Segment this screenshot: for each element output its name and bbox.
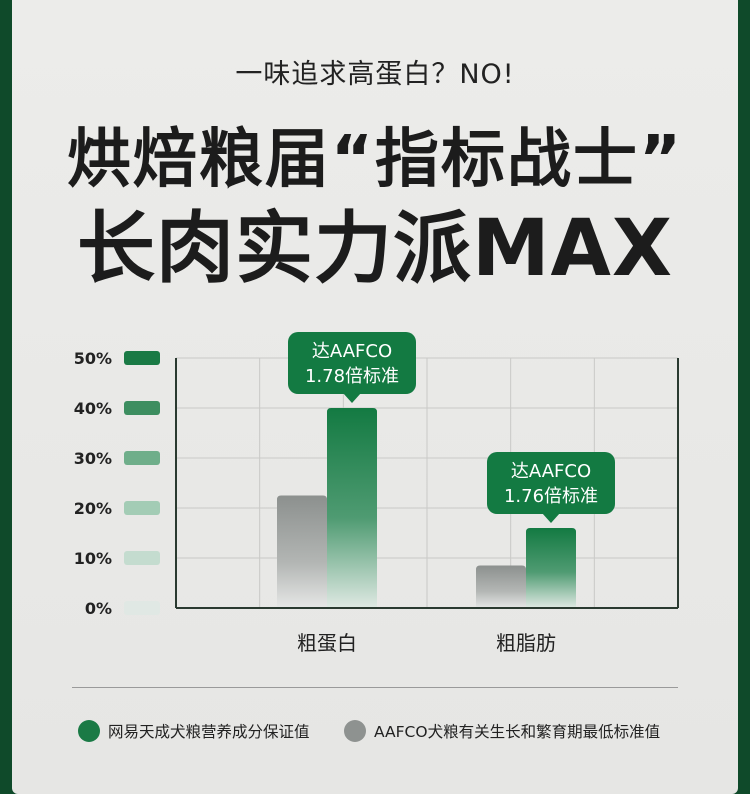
y-tick-swatch [124, 551, 160, 565]
callout-line-2: 1.76倍标准 [504, 486, 598, 507]
callout-pointer [343, 393, 361, 403]
bar-chart: 0%10%20%30%40%50% 粗蛋白 粗脂肪 达AAFCO1.78倍标准达A… [74, 332, 679, 655]
x-category-label: 粗脂肪 [496, 631, 556, 655]
legend-dot-icon [78, 720, 100, 742]
bar-tiancheng [327, 408, 377, 608]
legend-item-aafco: AAFCO犬粮有关生长和繁育期最低标准值 [344, 720, 660, 742]
bar-aafco [277, 495, 327, 608]
callout-bubble [487, 452, 615, 514]
legend-item-tiancheng: 网易天成犬粮营养成分保证值 [78, 720, 310, 742]
bar-aafco [476, 565, 526, 608]
title-line-1: 烘焙粮届“指标战士” [66, 123, 684, 197]
bars [277, 408, 576, 608]
legend-label: 网易天成犬粮营养成分保证值 [108, 723, 310, 741]
legend-dot-icon [344, 720, 366, 742]
y-ticks: 0% 10% 20% 30% 40% 50% [74, 349, 160, 618]
y-tick-label: 0% [85, 599, 112, 618]
subtitle: 一味追求高蛋白？NO! [235, 59, 515, 90]
y-tick-swatch [124, 351, 160, 365]
callout-line-1: 达AAFCO [312, 341, 392, 362]
y-tick-swatch [124, 401, 160, 415]
callout-line-2: 1.78倍标准 [305, 366, 399, 387]
y-tick-label: 20% [74, 499, 112, 518]
card-background [12, 0, 738, 794]
y-tick-swatch [124, 451, 160, 465]
callout-pointer [542, 513, 560, 523]
callout-bubble [288, 332, 416, 394]
y-tick-swatch [124, 501, 160, 515]
y-tick-label: 30% [74, 449, 112, 468]
y-tick-swatch [124, 601, 160, 615]
title-line-2: 长肉实力派MAX [76, 204, 674, 294]
legend: 网易天成犬粮营养成分保证值 AAFCO犬粮有关生长和繁育期最低标准值 [0, 720, 750, 746]
legend-label: AAFCO犬粮有关生长和繁育期最低标准值 [374, 723, 661, 741]
callout-line-1: 达AAFCO [511, 461, 591, 482]
axes [175, 358, 679, 609]
y-tick-label: 10% [74, 549, 112, 568]
bar-tiancheng [526, 528, 576, 608]
y-tick-label: 50% [74, 349, 112, 368]
x-categories: 粗蛋白 粗脂肪 [297, 631, 556, 655]
legend-divider [72, 687, 678, 688]
y-tick-label: 40% [74, 399, 112, 418]
x-category-label: 粗蛋白 [297, 631, 357, 655]
